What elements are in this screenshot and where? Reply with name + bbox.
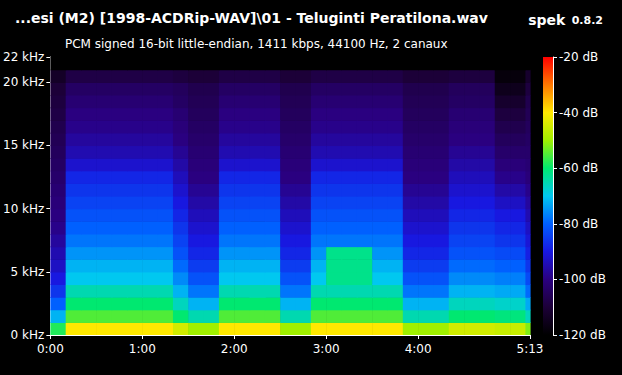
svg-text:15 kHz: 15 kHz xyxy=(3,138,44,152)
svg-text:spek: spek xyxy=(528,12,566,28)
svg-text:2:00: 2:00 xyxy=(221,342,248,356)
svg-text:4:00: 4:00 xyxy=(405,342,432,356)
svg-text:-100 dB: -100 dB xyxy=(559,272,606,286)
svg-text:-40 dB: -40 dB xyxy=(559,106,598,120)
svg-text:10 kHz: 10 kHz xyxy=(3,202,44,216)
svg-text:0.8.2: 0.8.2 xyxy=(572,14,603,27)
svg-text:1:00: 1:00 xyxy=(129,342,156,356)
svg-text:20 kHz: 20 kHz xyxy=(3,75,44,89)
svg-text:5:13: 5:13 xyxy=(517,342,544,356)
svg-text:5 kHz: 5 kHz xyxy=(11,265,45,279)
svg-text:-80 dB: -80 dB xyxy=(559,217,598,231)
svg-text:3:00: 3:00 xyxy=(313,342,340,356)
svg-text:22 kHz: 22 kHz xyxy=(3,50,44,64)
svg-text:-20 dB: -20 dB xyxy=(559,50,598,64)
svg-text:0 kHz: 0 kHz xyxy=(11,328,45,342)
svg-text:0:00: 0:00 xyxy=(37,342,64,356)
svg-text:-60 dB: -60 dB xyxy=(559,161,598,175)
svg-text:PCM signed 16-bit little-endia: PCM signed 16-bit little-endian, 1411 kb… xyxy=(65,37,448,51)
svg-text:...esi (M2) [1998-ACDRip-WAV]\: ...esi (M2) [1998-ACDRip-WAV]\01 - Telug… xyxy=(15,10,488,26)
svg-text:-120 dB: -120 dB xyxy=(559,328,606,342)
